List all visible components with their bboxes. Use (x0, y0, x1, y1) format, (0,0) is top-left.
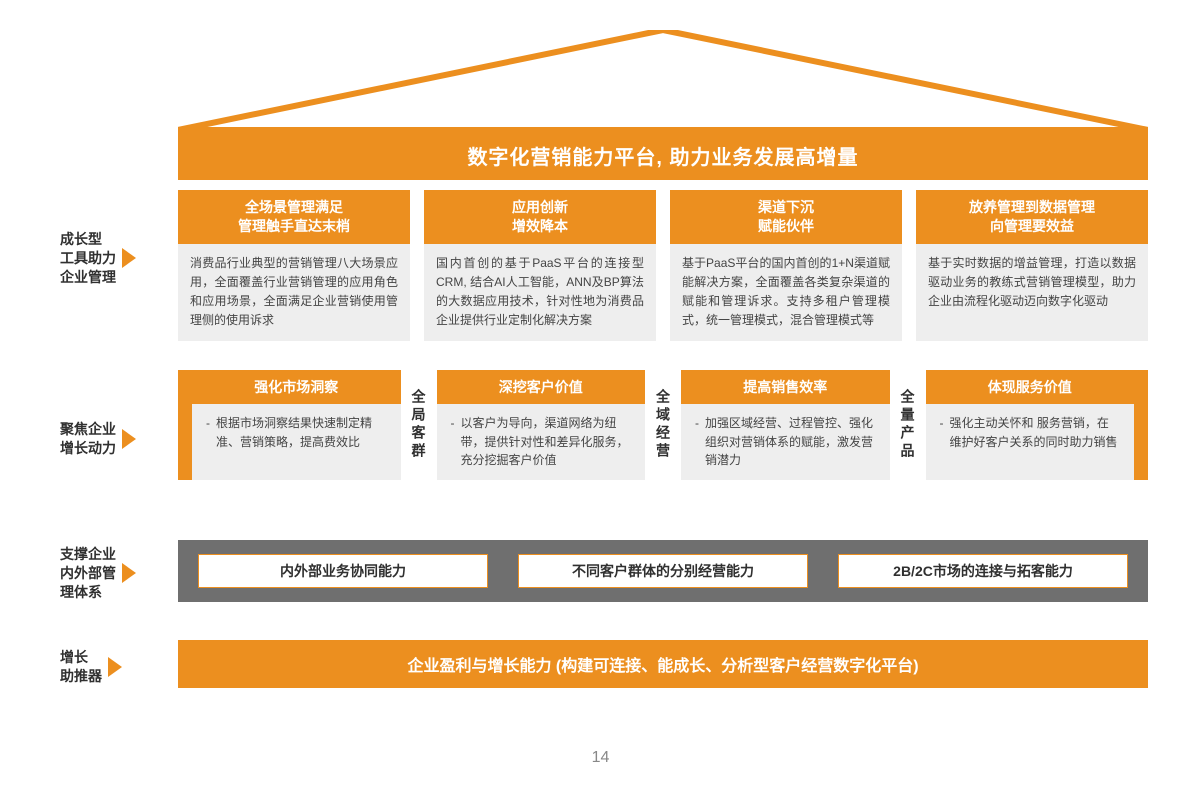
row-label-3: 支撑企业 内外部管 理体系 (60, 545, 136, 602)
row4-text: 企业盈利与增长能力 (构建可连接、能成长、分析型客户经营数字化平台) (407, 652, 918, 676)
row1-col-2-head: 应用创新 增效降本 (424, 190, 656, 244)
row-label-4: 增长 助推器 (60, 648, 122, 686)
capability-pill-2: 不同客户群体的分别经营能力 (518, 554, 808, 588)
arrow-icon (108, 657, 122, 677)
row1-col-2: 应用创新 增效降本 国内首创的基于PaaS平台的连接型CRM, 结合AI人工智能… (424, 190, 656, 341)
row-label-1: 成长型 工具助力 企业管理 (60, 230, 136, 287)
row1-col-1: 全场景管理满足 管理触手直达末梢 消费品行业典型的营销管理八大场景应用，全面覆盖… (178, 190, 410, 341)
header-banner: 数字化营销能力平台, 助力业务发展高增量 (178, 130, 1148, 180)
row1-col-4: 放养管理到数据管理 向管理要效益 基于实时数据的增益管理，打造以数据驱动业务的教… (916, 190, 1148, 341)
focus-head-2: 深挖客户价值 (437, 370, 646, 404)
row1-col-3-head: 渠道下沉 赋能伙伴 (670, 190, 902, 244)
row3-gray-band: 内外部业务协同能力 不同客户群体的分别经营能力 2B/2C市场的连接与拓客能力 (178, 540, 1148, 602)
vlabel-2: 全域经营 (645, 370, 681, 480)
focus-block-1: 强化市场洞察 -根据市场洞察结果快速制定精准、营销策略，提高费效比 (192, 370, 401, 480)
row1-col-1-head: 全场景管理满足 管理触手直达末梢 (178, 190, 410, 244)
focus-head-1: 强化市场洞察 (192, 370, 401, 404)
focus-body-2: -以客户为导向，渠道网络为纽带，提供针对性和差异化服务，充分挖掘客户价值 (437, 404, 646, 480)
arrow-icon (122, 429, 136, 449)
focus-block-3: 提高销售效率 -加强区域经营、过程管控、强化组织对营销体系的赋能，激发营销潜力 (681, 370, 890, 480)
row2-edge-left (178, 370, 192, 480)
row-label-2: 聚焦企业 增长动力 (60, 420, 136, 458)
vlabel-1: 全局客群 (401, 370, 437, 480)
focus-block-4: 体现服务价值 -强化主动关怀和 服务营销，在维护好客户关系的同时助力销售 (926, 370, 1135, 480)
header-title: 数字化营销能力平台, 助力业务发展高增量 (467, 141, 858, 170)
focus-body-4: -强化主动关怀和 服务营销，在维护好客户关系的同时助力销售 (926, 404, 1135, 480)
focus-block-2: 深挖客户价值 -以客户为导向，渠道网络为纽带，提供针对性和差异化服务，充分挖掘客… (437, 370, 646, 480)
row1-columns: 全场景管理满足 管理触手直达末梢 消费品行业典型的营销管理八大场景应用，全面覆盖… (178, 190, 1148, 341)
row-label-2-text: 聚焦企业 增长动力 (60, 420, 116, 458)
vlabel-3: 全量产品 (890, 370, 926, 480)
row1-col-4-body: 基于实时数据的增益管理，打造以数据驱动业务的教练式营销管理模型，助力企业由流程化… (916, 244, 1148, 341)
diagram-page: 数字化营销能力平台, 助力业务发展高增量 成长型 工具助力 企业管理 聚焦企业 … (0, 0, 1201, 807)
row2-focus: 强化市场洞察 -根据市场洞察结果快速制定精准、营销策略，提高费效比 全局客群 深… (178, 370, 1148, 480)
capability-pill-1: 内外部业务协同能力 (198, 554, 488, 588)
arrow-icon (122, 563, 136, 583)
focus-head-3: 提高销售效率 (681, 370, 890, 404)
row4-bottom-banner: 企业盈利与增长能力 (构建可连接、能成长、分析型客户经营数字化平台) (178, 640, 1148, 688)
row-label-3-text: 支撑企业 内外部管 理体系 (60, 545, 116, 602)
capability-pill-3: 2B/2C市场的连接与拓客能力 (838, 554, 1128, 588)
focus-body-1: -根据市场洞察结果快速制定精准、营销策略，提高费效比 (192, 404, 401, 480)
row-label-1-text: 成长型 工具助力 企业管理 (60, 230, 116, 287)
roof-triangle (178, 30, 1148, 130)
row2-edge-right (1134, 370, 1148, 480)
row1-col-2-body: 国内首创的基于PaaS平台的连接型CRM, 结合AI人工智能，ANN及BP算法的… (424, 244, 656, 341)
row1-col-3: 渠道下沉 赋能伙伴 基于PaaS平台的国内首创的1+N渠道赋能解决方案，全面覆盖… (670, 190, 902, 341)
page-number: 14 (0, 749, 1201, 767)
arrow-icon (122, 248, 136, 268)
row-label-4-text: 增长 助推器 (60, 648, 102, 686)
row1-col-4-head: 放养管理到数据管理 向管理要效益 (916, 190, 1148, 244)
focus-head-4: 体现服务价值 (926, 370, 1135, 404)
focus-body-3: -加强区域经营、过程管控、强化组织对营销体系的赋能，激发营销潜力 (681, 404, 890, 480)
row1-col-3-body: 基于PaaS平台的国内首创的1+N渠道赋能解决方案，全面覆盖各类复杂渠道的赋能和… (670, 244, 902, 341)
row1-col-1-body: 消费品行业典型的营销管理八大场景应用，全面覆盖行业营销管理的应用角色和应用场景，… (178, 244, 410, 341)
